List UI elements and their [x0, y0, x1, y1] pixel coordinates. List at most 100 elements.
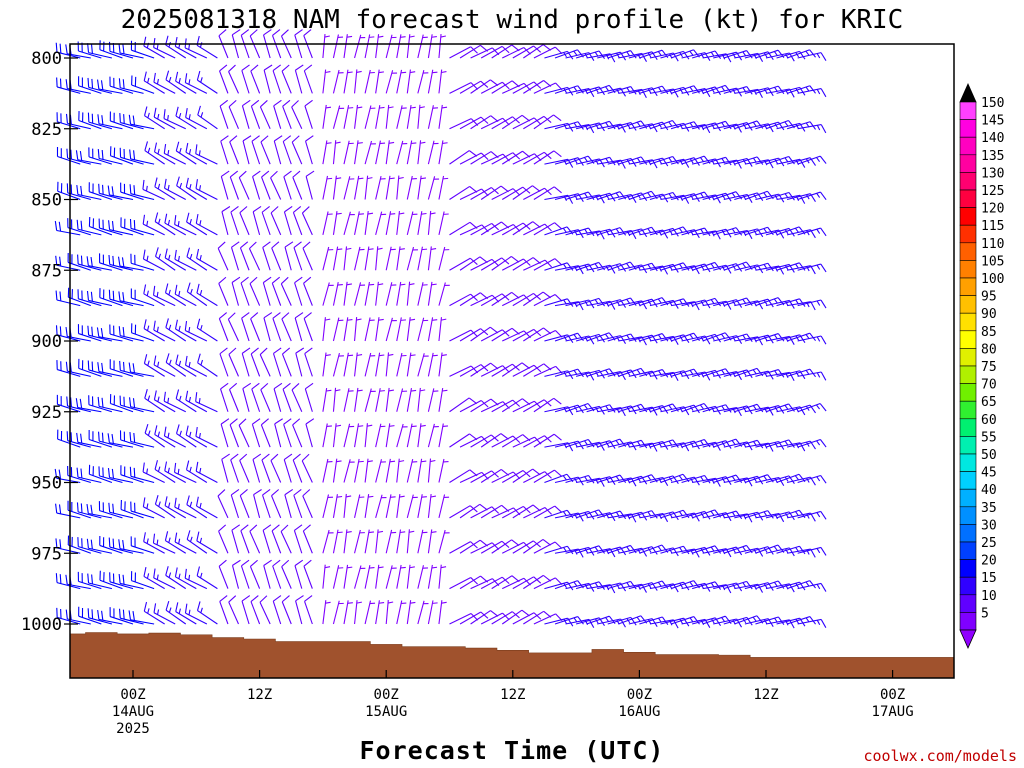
speed-colorbar: 1501451401351301251201151101051009590858… — [959, 83, 1004, 649]
wind-barb — [375, 317, 384, 342]
wind-barb — [438, 387, 448, 412]
wind-barb — [119, 147, 144, 165]
wind-barb — [332, 175, 342, 200]
wind-barb — [786, 85, 817, 94]
wind-barb — [375, 211, 387, 236]
wind-barb — [322, 175, 333, 200]
colorbar-swatch — [959, 295, 977, 314]
wind-barb — [252, 453, 262, 483]
colorbar-swatch — [959, 488, 977, 508]
wind-barb — [294, 559, 304, 589]
wind-barb — [322, 282, 334, 306]
wind-barb — [153, 355, 176, 377]
wind-barb — [322, 352, 331, 377]
wind-barb — [153, 568, 176, 590]
wind-barb — [332, 353, 344, 377]
wind-barb — [305, 170, 315, 200]
colorbar-label: 70 — [981, 378, 997, 393]
wind-barb — [292, 453, 303, 483]
wind-barb — [250, 99, 261, 129]
wind-barb — [164, 496, 187, 519]
wind-barb — [332, 387, 341, 412]
colorbar-label: 20 — [981, 554, 997, 569]
wind-barb — [251, 382, 261, 412]
wind-barb — [502, 541, 531, 554]
wind-barb — [98, 183, 123, 201]
wind-barb — [119, 113, 144, 130]
wind-barb — [786, 580, 816, 590]
wind-barb — [417, 317, 429, 342]
wind-barb — [249, 524, 261, 554]
wind-barb — [396, 423, 408, 448]
y-tick-label: 875 — [31, 261, 62, 281]
wind-barb — [271, 276, 282, 306]
wind-barb — [797, 582, 827, 592]
y-tick-label: 825 — [31, 120, 62, 140]
wind-barb — [118, 291, 144, 307]
wind-barb — [262, 241, 271, 271]
wind-barb — [195, 392, 218, 413]
wind-barb — [427, 564, 438, 589]
wind-barb — [396, 458, 405, 483]
wind-barb — [322, 104, 332, 129]
wind-barb — [77, 254, 102, 271]
colorbar-label: 100 — [981, 272, 1004, 287]
wind-barb — [109, 359, 134, 377]
wind-barb — [56, 147, 81, 165]
wind-barb — [523, 471, 552, 483]
wind-barb — [250, 64, 261, 94]
wind-barb — [260, 135, 271, 165]
wind-barb — [294, 276, 303, 306]
credit-link[interactable]: coolwx.com/models — [863, 747, 1017, 765]
wind-barb — [354, 34, 366, 59]
colorbar-label: 145 — [981, 114, 1004, 129]
wind-barb — [144, 141, 165, 165]
wind-barb — [88, 430, 113, 448]
wind-barb — [108, 537, 134, 554]
terrain-surface — [69, 632, 955, 679]
wind-barb — [459, 188, 489, 200]
wind-barb — [797, 227, 827, 237]
wind-barb — [303, 312, 313, 342]
wind-barb — [253, 489, 262, 519]
wind-barb — [241, 64, 250, 94]
wind-barb — [343, 140, 354, 165]
wind-barb — [88, 182, 113, 201]
wind-barb — [55, 503, 81, 519]
wind-barb — [523, 259, 553, 271]
wind-barb — [76, 185, 102, 201]
wind-barb — [354, 317, 362, 342]
wind-barb — [797, 299, 827, 309]
wind-barb — [250, 595, 261, 625]
wind-barb — [195, 461, 218, 483]
wind-barb — [163, 391, 186, 413]
colorbar-label: 135 — [981, 149, 1004, 164]
wind-barb — [281, 347, 292, 377]
wind-barb — [332, 69, 344, 94]
wind-barb — [396, 246, 405, 271]
colorbar-label: 120 — [981, 202, 1004, 217]
wind-barb — [343, 34, 353, 59]
wind-barb — [502, 46, 531, 59]
colorbar-over-arrow — [959, 83, 977, 103]
wind-barb — [332, 34, 344, 59]
colorbar-swatch — [959, 154, 977, 173]
wind-barb — [228, 64, 240, 94]
wind-barb — [797, 403, 827, 413]
wind-barb — [417, 353, 429, 377]
wind-barb — [261, 205, 271, 236]
wind-barb — [67, 465, 91, 484]
wind-barb — [130, 501, 155, 519]
wind-barb — [98, 466, 123, 484]
wind-barb — [175, 389, 197, 413]
wind-barb — [153, 603, 176, 625]
wind-barb — [438, 352, 447, 377]
wind-barb — [302, 489, 313, 519]
wind-barb — [186, 247, 208, 271]
x-tick-label: 17AUG — [872, 704, 914, 720]
wind-barb — [305, 135, 314, 165]
wind-barb — [263, 559, 272, 589]
wind-barb — [449, 329, 479, 342]
wind-barb — [196, 248, 218, 271]
wind-barb — [343, 564, 353, 589]
